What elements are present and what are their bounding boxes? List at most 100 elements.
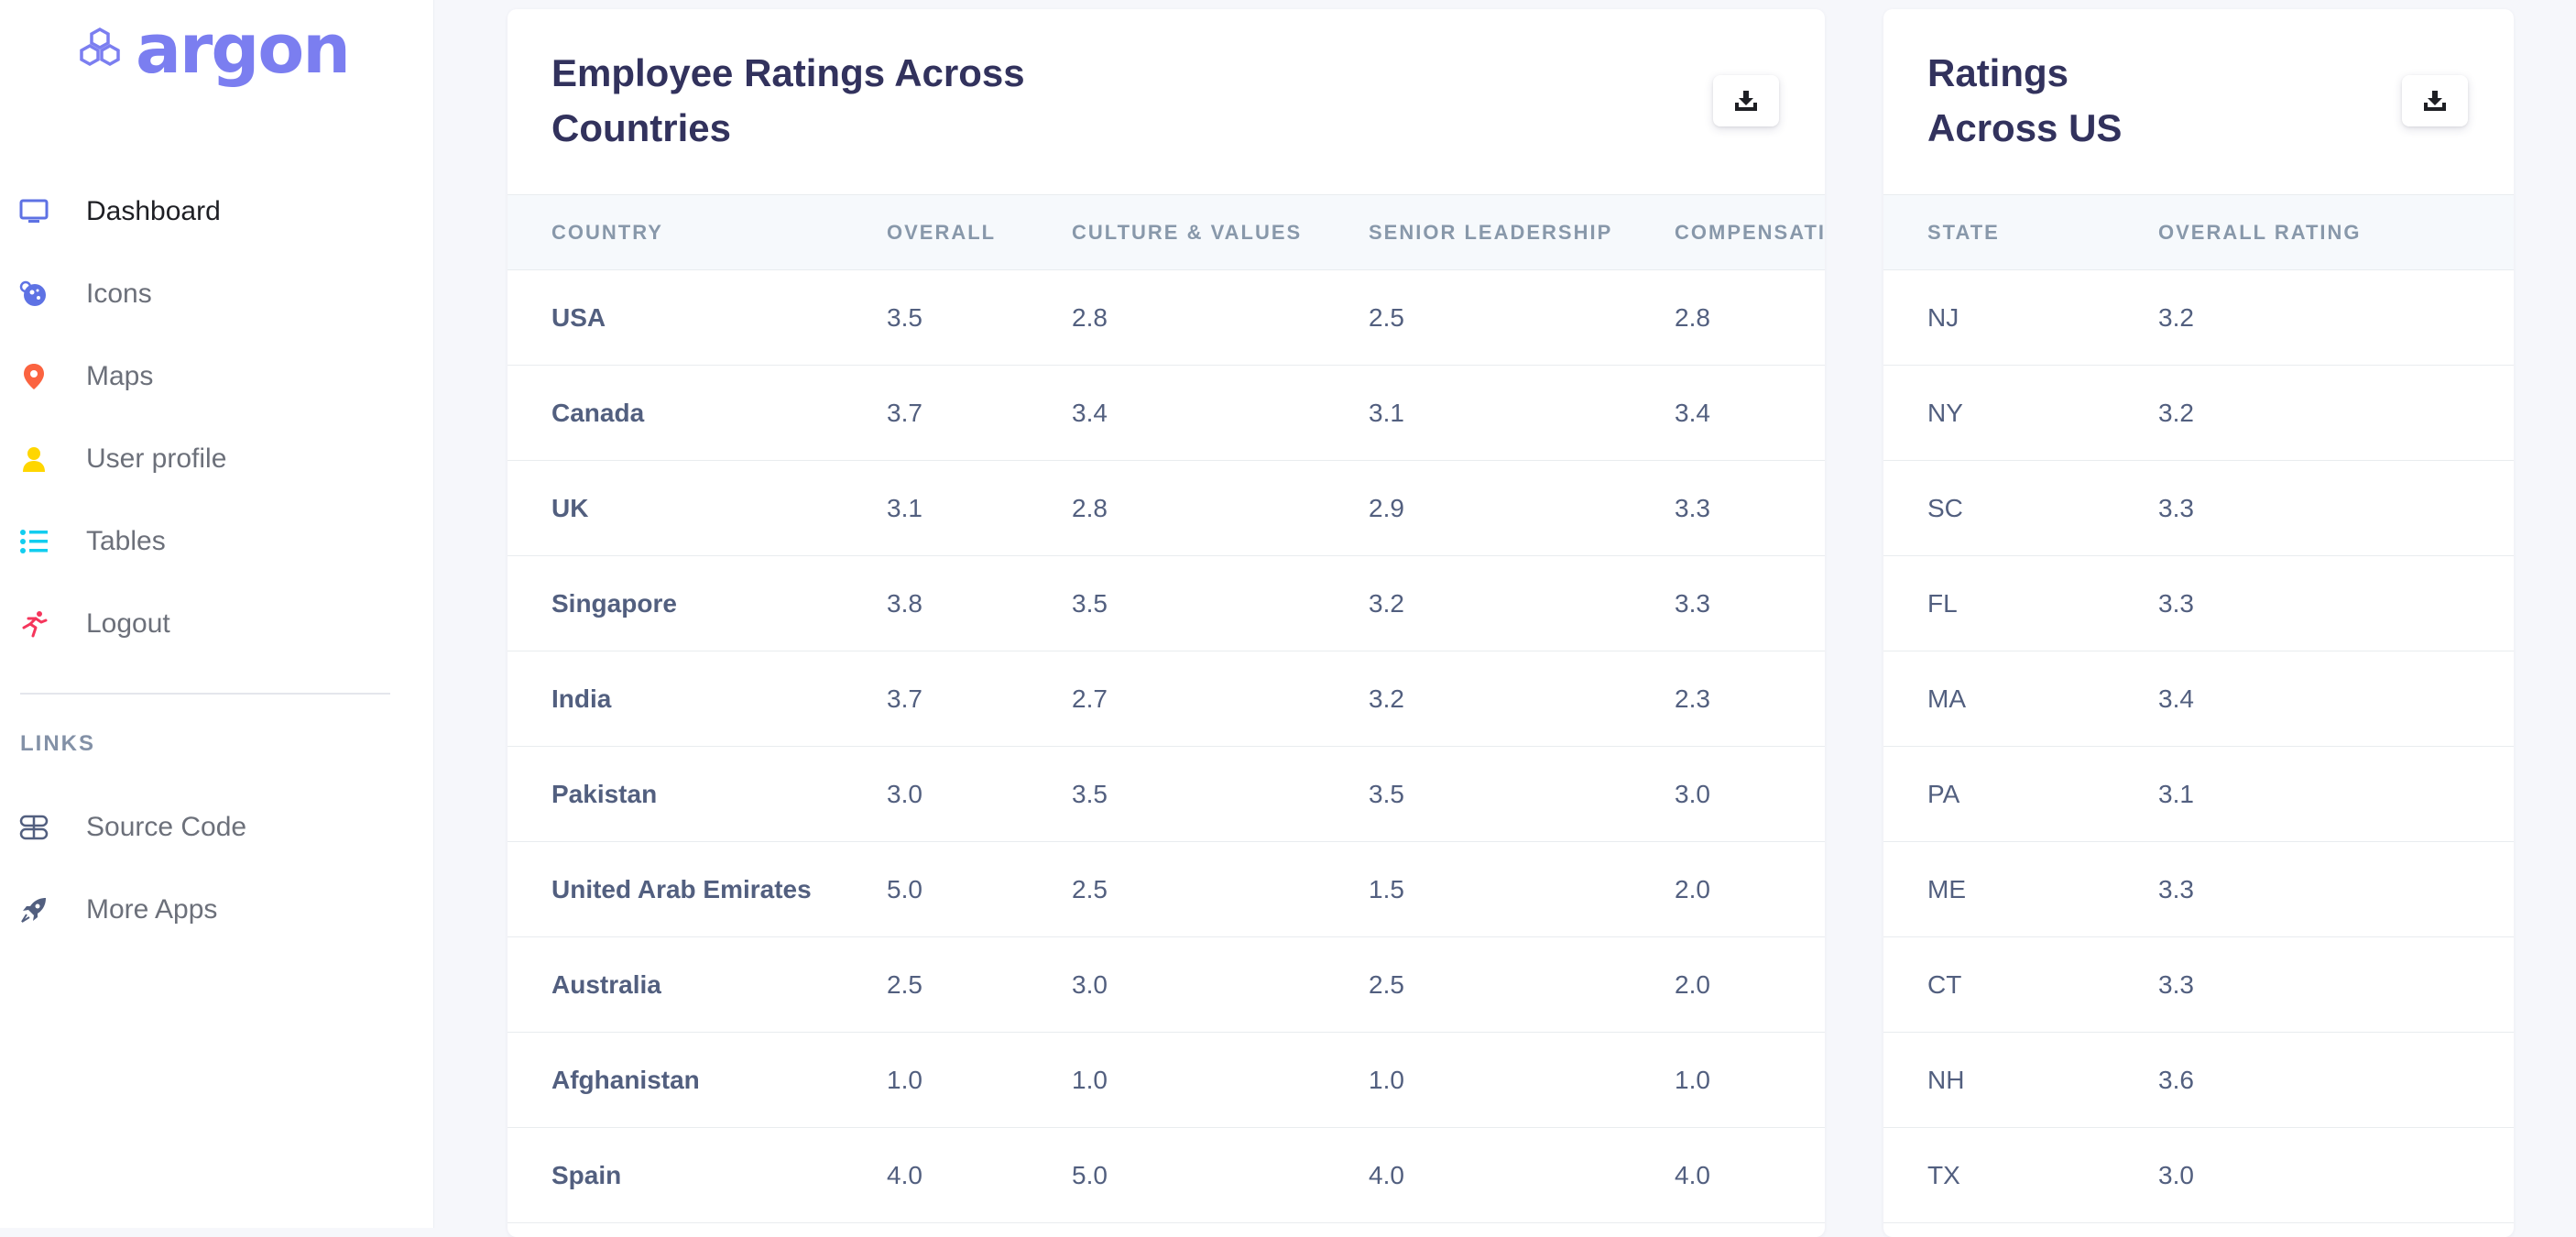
rocket-icon: [18, 894, 49, 925]
rating-cell: 3.3: [2158, 588, 2194, 618]
state-cell: ME: [1927, 874, 1966, 903]
links-nav: Source Code More Apps: [0, 786, 434, 951]
leadership-cell: 3.1: [1369, 398, 1404, 427]
state-cell: NH: [1927, 1065, 1965, 1094]
column-header[interactable]: SENIOR LEADERSHIP: [1369, 194, 1675, 270]
hexagon-logo-icon: [80, 27, 120, 67]
leadership-cell: 3.5: [1369, 779, 1404, 808]
country-cell: Singapore: [551, 588, 677, 618]
nav-item-icons[interactable]: Icons: [0, 253, 434, 335]
culture-cell: 2.8: [1072, 302, 1108, 332]
table-header-row: COUNTRY OVERALL CULTURE & VALUES SENIOR …: [508, 194, 1825, 270]
leadership-cell: 4.0: [1369, 1160, 1404, 1189]
pin-icon: [18, 361, 49, 392]
card-title-line2: Across US: [1927, 106, 2123, 149]
sidebar-divider: [20, 693, 390, 695]
country-cell: USA: [551, 302, 606, 332]
column-header[interactable]: OVERALL: [887, 194, 1072, 270]
leadership-cell: 1.0: [1369, 1065, 1404, 1094]
column-header[interactable]: CULTURE & VALUES: [1072, 194, 1369, 270]
rating-cell: 3.2: [2158, 398, 2194, 427]
overall-cell: 3.5: [887, 302, 922, 332]
table-row: UK 3.1 2.8 2.9 3.3: [508, 461, 1825, 556]
nav-label: Logout: [86, 608, 170, 639]
table-row: Afghanistan 1.0 1.0 1.0 1.0: [508, 1033, 1825, 1128]
rating-cell: 3.4: [2158, 684, 2194, 713]
nav-item-user-profile[interactable]: User profile: [0, 418, 434, 500]
compensation-cell: 2.8: [1675, 302, 1710, 332]
rating-cell: 3.3: [2158, 874, 2194, 903]
culture-cell: 3.5: [1072, 779, 1108, 808]
code-icon: [18, 812, 49, 843]
links-heading: LINKS: [20, 731, 95, 756]
state-cell: SC: [1927, 493, 1963, 522]
column-header[interactable]: COMPENSATION: [1675, 194, 1825, 270]
nav-label: Icons: [86, 279, 152, 309]
column-header[interactable]: OVERALL RATING: [2158, 194, 2514, 270]
table-row: PA 3.1: [1883, 747, 2514, 842]
nav-item-dashboard[interactable]: Dashboard: [0, 170, 434, 253]
country-table-body: USA 3.5 2.8 2.5 2.8 Canada 3.7 3.4 3.1 3.4 UK 3.1…: [508, 270, 1825, 1223]
download-icon: [2424, 91, 2446, 111]
overall-cell: 3.0: [887, 779, 922, 808]
country-ratings-card: Employee Ratings Across Countries COUNTR…: [508, 9, 1825, 1237]
leadership-cell: 2.9: [1369, 493, 1404, 522]
nav-item-maps[interactable]: Maps: [0, 335, 434, 418]
table-row: United Arab Emirates 5.0 2.5 1.5 2.0: [508, 842, 1825, 937]
download-button[interactable]: [2402, 75, 2468, 126]
overall-cell: 3.8: [887, 588, 922, 618]
table-row: Pakistan 3.0 3.5 3.5 3.0: [508, 747, 1825, 842]
column-header[interactable]: COUNTRY: [508, 194, 887, 270]
rating-cell: 3.6: [2158, 1065, 2194, 1094]
table-row: SC 3.3: [1883, 461, 2514, 556]
country-cell: India: [551, 684, 612, 713]
table-row: Canada 3.7 3.4 3.1 3.4: [508, 366, 1825, 461]
nav-item-more-apps[interactable]: More Apps: [0, 869, 434, 951]
country-cell: Spain: [551, 1160, 622, 1189]
compensation-cell: 4.0: [1675, 1160, 1710, 1189]
state-cell: MA: [1927, 684, 1966, 713]
download-icon: [1735, 91, 1757, 111]
leadership-cell: 3.2: [1369, 684, 1404, 713]
card-title-line2: Countries: [551, 106, 732, 149]
brand-logo[interactable]: argon: [77, 13, 351, 86]
compensation-cell: 3.3: [1675, 588, 1710, 618]
table-row: Singapore 3.8 3.5 3.2 3.3: [508, 556, 1825, 651]
rating-cell: 3.3: [2158, 493, 2194, 522]
compensation-cell: 3.4: [1675, 398, 1710, 427]
compensation-cell: 2.0: [1675, 969, 1710, 999]
us-ratings-table: STATE OVERALL RATING NJ 3.2 NY 3.2 SC 3.3 F…: [1883, 194, 2514, 1223]
overall-cell: 1.0: [887, 1065, 922, 1094]
table-row: NJ 3.2: [1883, 270, 2514, 366]
table-row: TX 3.0: [1883, 1128, 2514, 1223]
compensation-cell: 2.3: [1675, 684, 1710, 713]
country-cell: United Arab Emirates: [551, 874, 812, 903]
nav-item-logout[interactable]: Logout: [0, 583, 434, 665]
rating-cell: 3.2: [2158, 302, 2194, 332]
state-cell: PA: [1927, 779, 1960, 808]
culture-cell: 3.0: [1072, 969, 1108, 999]
download-button[interactable]: [1713, 75, 1779, 126]
main-nav: Dashboard Icons Maps User profile Tables: [0, 170, 434, 665]
culture-cell: 2.7: [1072, 684, 1108, 713]
column-header[interactable]: STATE: [1883, 194, 2158, 270]
table-row: India 3.7 2.7 3.2 2.3: [508, 651, 1825, 747]
nav-item-tables[interactable]: Tables: [0, 500, 434, 583]
compensation-cell: 2.0: [1675, 874, 1710, 903]
card-title-line1: Ratings: [1927, 51, 2069, 94]
culture-cell: 5.0: [1072, 1160, 1108, 1189]
nav-label: Dashboard: [86, 196, 221, 226]
table-row: FL 3.3: [1883, 556, 2514, 651]
nav-label: User profile: [86, 443, 227, 474]
country-cell: Pakistan: [551, 779, 658, 808]
nav-item-source-code[interactable]: Source Code: [0, 786, 434, 869]
table-row: NY 3.2: [1883, 366, 2514, 461]
table-row: MA 3.4: [1883, 651, 2514, 747]
leadership-cell: 2.5: [1369, 969, 1404, 999]
rating-cell: 3.3: [2158, 969, 2194, 999]
compensation-cell: 3.3: [1675, 493, 1710, 522]
rating-cell: 3.0: [2158, 1160, 2194, 1189]
user-icon: [18, 443, 49, 475]
table-header-row: STATE OVERALL RATING: [1883, 194, 2514, 270]
compensation-cell: 1.0: [1675, 1065, 1710, 1094]
